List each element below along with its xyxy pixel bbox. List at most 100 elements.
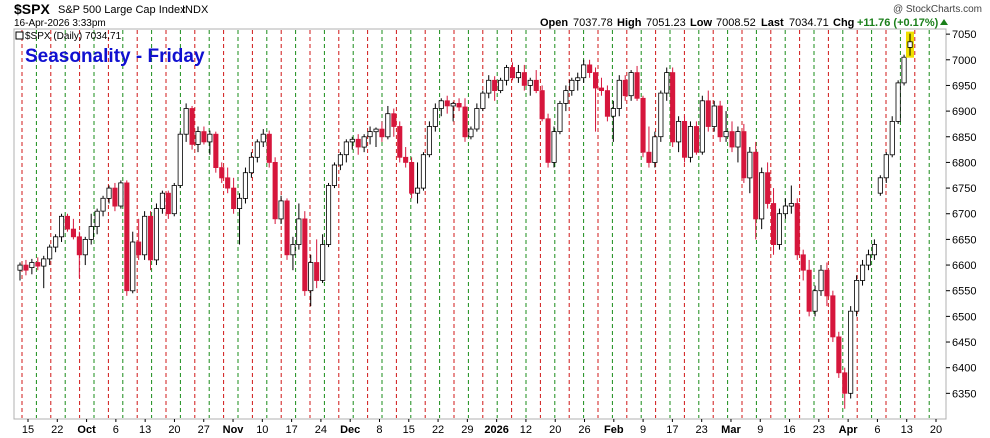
y-tick-label: 7050 [952, 29, 976, 41]
chg-label: Chg [833, 17, 854, 29]
seasonality-lines [21, 30, 930, 418]
candle [53, 236, 59, 248]
candle [800, 254, 806, 271]
candle [100, 197, 106, 212]
candle [782, 205, 788, 215]
candle [705, 100, 711, 127]
candle [432, 108, 438, 127]
y-tick-label: 6450 [952, 337, 976, 349]
candle [426, 126, 432, 156]
candle [331, 164, 337, 186]
candle [628, 72, 634, 97]
candle [699, 100, 705, 153]
candle [741, 131, 747, 179]
candle [142, 215, 148, 256]
x-tick-label: 22 [51, 424, 63, 436]
x-tick-label: 2026 [484, 424, 508, 436]
y-tick-label: 6950 [952, 80, 976, 92]
legend-label: $SPX (Daily) 7034.71 [25, 31, 122, 42]
candle [616, 79, 622, 109]
candle [527, 79, 533, 86]
candle [219, 167, 225, 179]
x-tick-label: 17 [285, 424, 297, 436]
candle [343, 141, 349, 156]
x-tick-label: 9 [640, 424, 646, 436]
candle [147, 215, 154, 261]
candle [598, 87, 604, 91]
candle [171, 185, 177, 215]
candle [735, 131, 741, 148]
candle [836, 336, 842, 374]
x-tick-label: 15 [403, 424, 415, 436]
candle [634, 72, 640, 99]
candle [895, 82, 901, 122]
candle [729, 131, 735, 148]
x-tick-label: 24 [315, 424, 327, 436]
y-tick-label: 6350 [952, 388, 976, 400]
plot-area: 6350 6400 6450 6500 6550 6600 6650 6700 6750 6800… [13, 28, 976, 436]
candle [503, 67, 510, 81]
x-tick-label: 13 [901, 424, 913, 436]
x-tick-label: 23 [696, 424, 708, 436]
candle [848, 310, 854, 394]
y-tick-label: 6900 [952, 106, 976, 118]
candle [201, 131, 207, 143]
ticker-symbol: $SPX [14, 1, 50, 17]
low-value: 7008.52 [716, 17, 756, 29]
candle [290, 244, 296, 256]
candle [498, 79, 504, 92]
candle [136, 241, 142, 256]
candle [248, 156, 255, 174]
candle [94, 210, 100, 227]
x-tick-label: 23 [813, 424, 825, 436]
x-tick-label: Dec [340, 424, 360, 436]
y-tick-label: 6800 [952, 157, 976, 169]
candle [492, 79, 498, 92]
candle [901, 56, 907, 84]
candle [438, 100, 444, 109]
x-tick-label: 12 [520, 424, 532, 436]
candle [569, 79, 575, 92]
ohlc-readout: Open 7037.78 High 7051.23 Low 7008.52 La… [540, 17, 948, 29]
x-tick-label: 8 [376, 424, 382, 436]
candle [771, 203, 777, 245]
last-label: Last [761, 17, 784, 29]
x-tick-label: 29 [461, 424, 473, 436]
x-tick-label: 15 [22, 424, 34, 436]
candle [610, 108, 616, 117]
candle [207, 133, 213, 143]
y-tick-label: 6400 [952, 363, 976, 375]
candle [385, 113, 391, 138]
candle [159, 192, 166, 209]
y-tick-label: 6600 [952, 260, 976, 272]
candle [486, 79, 492, 94]
candle [711, 105, 717, 127]
chg-value: +11.76 (+0.17%) [857, 17, 939, 29]
x-tick-label: 20 [168, 424, 180, 436]
candle [59, 215, 65, 238]
candle [225, 177, 231, 189]
candle [41, 258, 47, 267]
candle [260, 133, 266, 143]
x-tick-label: 22 [432, 424, 444, 436]
candle [682, 121, 688, 158]
candle [640, 97, 646, 153]
candle [824, 269, 830, 297]
candle [130, 241, 136, 292]
candle [325, 185, 332, 245]
candle [195, 131, 201, 145]
x-tick-label: 10 [256, 424, 268, 436]
open-label: Open [540, 17, 568, 29]
candle [254, 141, 260, 158]
candle [658, 92, 664, 138]
candle [35, 262, 41, 267]
candle [70, 228, 77, 238]
candle [409, 161, 415, 194]
x-tick-label: 16 [783, 424, 795, 436]
last-value: 7034.71 [789, 17, 829, 29]
candle [165, 192, 171, 215]
high-label: High [617, 17, 642, 29]
x-tick-label: Apr [839, 424, 859, 436]
candle [397, 126, 403, 158]
y-tick-label: 6750 [952, 183, 976, 195]
